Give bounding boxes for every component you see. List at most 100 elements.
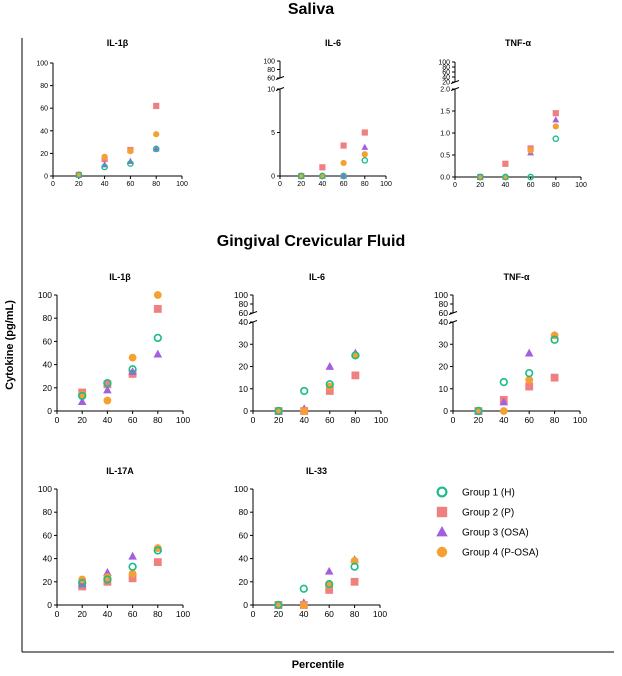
data-point (527, 173, 534, 181)
x-tick-label: 80 (550, 415, 560, 425)
series-group-4-p-osa (78, 544, 162, 584)
series-group-2-p (75, 102, 160, 178)
y-tick-label: 80 (239, 299, 249, 309)
y-tick-label: 20 (439, 362, 449, 372)
series-group-4-p-osa (78, 291, 162, 405)
data-point (361, 157, 369, 164)
series-group-3-osa (77, 543, 163, 588)
x-tick-label: 20 (476, 182, 484, 189)
data-point (300, 386, 309, 396)
data-point (361, 151, 368, 158)
data-point (319, 164, 326, 171)
data-point (153, 291, 162, 299)
data-point (153, 333, 162, 343)
x-tick-label: 60 (524, 415, 534, 425)
x-tick-label: 0 (51, 181, 55, 188)
series-group-1-h (75, 145, 160, 179)
data-point (527, 147, 534, 154)
data-point (103, 385, 112, 394)
y-tick-label: 100 (438, 60, 450, 67)
y-tick-label: 0 (271, 174, 275, 181)
x-tick-label: 40 (103, 415, 113, 425)
series-group-4-p-osa (298, 151, 368, 180)
x-tick-label: 20 (297, 181, 305, 188)
x-tick-label: 100 (573, 415, 587, 425)
y-tick-label: 80 (239, 507, 249, 517)
x-tick-label: 0 (453, 182, 457, 189)
axis-break-mark (248, 320, 258, 324)
data-point (274, 406, 283, 416)
data-point (101, 153, 108, 160)
data-point (499, 397, 509, 406)
legend: Group 1 (H) Group 2 (P) Group 3 (OSA) Group… (436, 486, 539, 559)
y-tick-label: 40 (43, 360, 53, 370)
y-tick-label: 20 (442, 80, 450, 87)
x-tick-label: 40 (101, 181, 109, 188)
series-group-1-h (78, 333, 162, 401)
legend-marker (436, 526, 448, 537)
y-tick-label: 10 (439, 384, 449, 394)
x-tick-label: 40 (502, 182, 510, 189)
data-point (128, 367, 137, 375)
y-tick-label: 20 (43, 577, 53, 587)
series-group-2-p (78, 558, 162, 591)
data-point (78, 391, 87, 401)
legend-item-group-2-p: Group 2 (P) (436, 506, 514, 519)
data-point (153, 102, 160, 110)
data-point (300, 407, 309, 415)
series-group-2-p (274, 577, 359, 609)
data-point (525, 382, 534, 391)
series-group-1-h (297, 157, 369, 180)
data-point (340, 172, 348, 179)
y-tick-label: 40 (43, 554, 53, 564)
x-tick-label: 100 (176, 415, 190, 425)
x-tick-label: 60 (127, 181, 135, 188)
data-point (340, 159, 347, 167)
x-tick-label: 20 (274, 415, 284, 425)
y-tick-label: 80 (267, 67, 275, 74)
x-tick-label: 20 (77, 609, 87, 619)
data-point (128, 562, 137, 571)
series-group-1-h (78, 546, 162, 588)
data-point (502, 160, 509, 167)
data-point (361, 143, 369, 150)
data-point (153, 349, 163, 358)
x-tick-label: 100 (176, 181, 188, 188)
series-group-4-p-osa (75, 131, 160, 178)
data-point (103, 380, 112, 389)
data-point (128, 365, 137, 374)
panel-title: IL-6 (309, 272, 325, 282)
series-group-2-p (298, 129, 368, 180)
data-point (550, 373, 559, 382)
data-point (75, 171, 83, 179)
data-point (103, 396, 112, 405)
x-tick-label: 0 (55, 609, 60, 619)
data-point (103, 575, 112, 584)
data-point (350, 562, 359, 571)
x-tick-label: 0 (55, 415, 60, 425)
panel-title: IL-1β (109, 272, 131, 282)
data-point (77, 397, 87, 406)
data-point (153, 131, 160, 138)
y-tick-label: 60 (442, 70, 450, 77)
panel-title: TNF-α (503, 272, 529, 282)
x-axis-label: Percentile (292, 659, 345, 671)
x-tick-label: 80 (351, 415, 361, 425)
y-tick-label: 0.0 (440, 175, 450, 182)
series-group-4-p-osa (274, 557, 359, 609)
y-tick-label: 20 (40, 151, 48, 158)
data-point (325, 586, 334, 594)
data-point (340, 142, 347, 149)
data-point (128, 569, 137, 578)
axis-break-mark (450, 87, 460, 91)
data-point (351, 351, 360, 360)
data-point (152, 145, 160, 152)
data-point (325, 387, 334, 395)
data-point (552, 110, 559, 117)
series-group-2-p (477, 110, 559, 181)
series-group-2-p (274, 371, 360, 415)
data-point (552, 123, 559, 130)
axis-break-mark (275, 87, 285, 91)
